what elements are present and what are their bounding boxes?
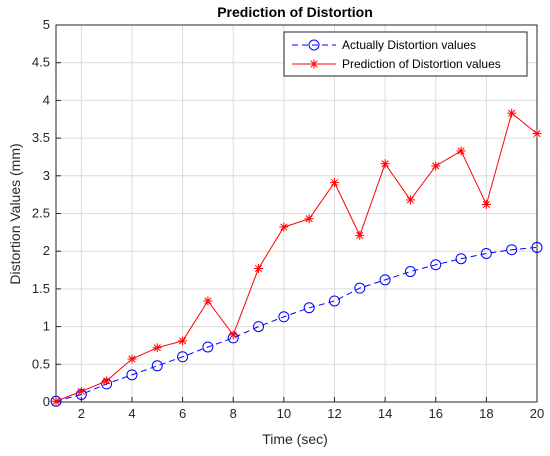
series-line xyxy=(55,112,538,402)
legend-entry: Actually Distortion values xyxy=(292,38,476,52)
legend-label: Prediction of Distortion values xyxy=(342,57,501,71)
series-predicted-distortion xyxy=(51,108,542,406)
legend: Actually Distortion values Prediction of … xyxy=(283,31,528,77)
data-point-asterisk xyxy=(178,336,188,346)
x-tick-label: 16 xyxy=(429,406,443,421)
data-point-asterisk xyxy=(456,146,466,156)
grid-lines xyxy=(56,24,538,403)
data-point-asterisk xyxy=(380,159,390,169)
data-point-circle xyxy=(126,369,138,381)
data-point-circle xyxy=(506,244,518,256)
y-axis-label: Distortion Values (mm) xyxy=(7,143,23,284)
y-axis-ticks: 0 0.5 1 1.5 2 2.5 3 3.5 4 4.5 5 xyxy=(32,17,61,409)
x-axis-label: Time (sec) xyxy=(262,431,328,447)
y-tick-label: 4.5 xyxy=(32,55,50,70)
data-point-circle xyxy=(531,241,543,253)
y-tick-label: 1 xyxy=(43,319,50,334)
data-point-circle xyxy=(308,39,320,51)
x-tick-label: 12 xyxy=(327,406,341,421)
data-point-asterisk xyxy=(405,195,415,205)
data-point-circle xyxy=(354,282,366,294)
y-tick-label: 3 xyxy=(43,168,50,183)
x-axis-ticks: 2 4 6 8 10 12 14 16 18 20 xyxy=(78,397,544,421)
data-point-asterisk xyxy=(279,222,289,232)
data-point-asterisk xyxy=(51,396,61,406)
data-point-circle xyxy=(455,253,467,265)
legend-box xyxy=(283,31,528,77)
data-point-asterisk xyxy=(127,354,137,364)
data-point-circle xyxy=(202,341,214,353)
x-tick-label: 18 xyxy=(479,406,493,421)
data-point-circle xyxy=(404,266,416,278)
y-tick-label: 0 xyxy=(43,394,50,409)
data-point-asterisk xyxy=(532,129,542,139)
data-point-asterisk xyxy=(431,161,441,171)
y-tick-label: 4 xyxy=(43,92,50,107)
data-point-asterisk xyxy=(309,59,319,69)
y-tick-label: 1.5 xyxy=(32,281,50,296)
data-point-asterisk xyxy=(329,178,339,188)
y-tick-label: 3.5 xyxy=(32,130,50,145)
y-tick-label: 2 xyxy=(43,243,50,258)
x-tick-label: 10 xyxy=(277,406,291,421)
data-point-circle xyxy=(480,247,492,259)
data-point-asterisk xyxy=(76,386,86,396)
data-point-circle xyxy=(328,295,340,307)
data-point-circle xyxy=(177,351,189,363)
x-tick-label: 8 xyxy=(230,406,237,421)
data-point-circle xyxy=(379,274,391,286)
y-tick-label: 5 xyxy=(43,17,50,32)
y-tick-label: 0.5 xyxy=(32,356,50,371)
data-point-asterisk xyxy=(304,214,314,224)
x-tick-label: 20 xyxy=(530,406,544,421)
data-point-asterisk xyxy=(507,108,517,118)
data-point-circle xyxy=(253,321,265,333)
data-point-circle xyxy=(50,395,62,407)
x-tick-label: 2 xyxy=(78,406,85,421)
data-point-asterisk xyxy=(203,296,213,306)
data-point-circle xyxy=(278,311,290,323)
y-tick-label: 2.5 xyxy=(32,206,50,221)
data-point-asterisk xyxy=(152,343,162,353)
x-tick-label: 14 xyxy=(378,406,392,421)
x-tick-label: 6 xyxy=(179,406,186,421)
data-point-asterisk xyxy=(355,230,365,240)
data-point-circle xyxy=(430,259,442,271)
chart-title: Prediction of Distortion xyxy=(217,4,373,20)
data-point-circle xyxy=(151,360,163,372)
data-point-circle xyxy=(303,302,315,314)
data-point-asterisk xyxy=(481,199,491,209)
series-actual-distortion xyxy=(50,241,543,407)
series-line xyxy=(55,246,538,402)
data-point-asterisk xyxy=(254,264,264,274)
data-point-asterisk xyxy=(228,330,238,340)
x-tick-label: 4 xyxy=(128,406,135,421)
series-layer xyxy=(50,108,543,407)
data-point-asterisk xyxy=(102,376,112,386)
legend-entry: Prediction of Distortion values xyxy=(292,57,501,71)
legend-label: Actually Distortion values xyxy=(342,38,476,52)
